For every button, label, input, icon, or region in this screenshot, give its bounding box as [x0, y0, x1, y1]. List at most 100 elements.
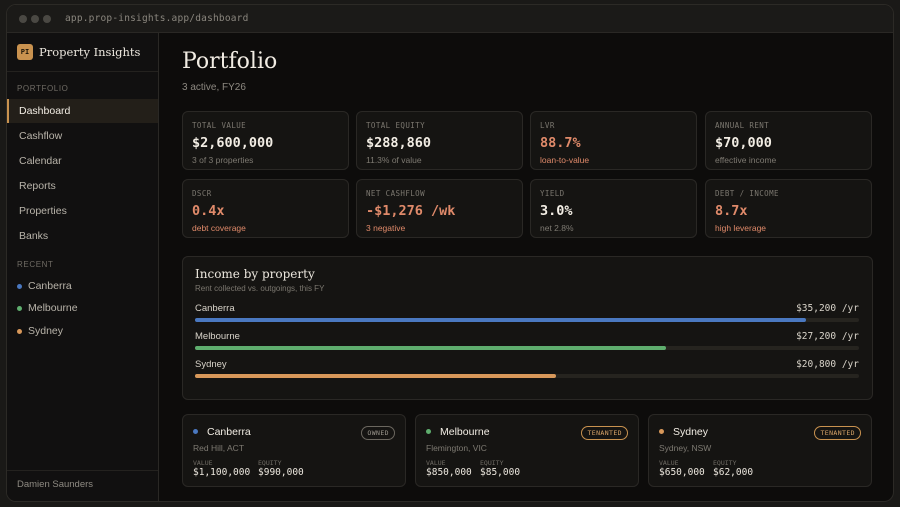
sydney-color-dot	[17, 328, 22, 334]
income-row-name: Canberra	[195, 303, 235, 314]
property-card-melbourne[interactable]: Melbourne TENANTED Flemington, VIC VALUE…	[415, 414, 639, 487]
recent-item-label: Melbourne	[28, 302, 78, 314]
stat-note: 11.3% of value	[366, 155, 422, 165]
property-equity: $62,000	[713, 467, 754, 478]
stat-value: $70,000	[715, 135, 772, 151]
stat-label: DEBT / INCOME	[715, 189, 779, 198]
property-value: $1,100,000	[193, 467, 251, 478]
sidebar-item-reports[interactable]: Reports	[19, 180, 56, 192]
equity-label: EQUITY	[480, 459, 504, 467]
recent-item-melbourne[interactable]: Melbourne	[17, 300, 78, 316]
brand[interactable]: PI Property Insights	[17, 43, 140, 61]
stat-value: $2,600,000	[192, 135, 274, 151]
property-color-dot	[426, 429, 431, 434]
stat-card-net-cashflow: NET CASHFLOW -$1,276 /wk 3 negative	[356, 179, 523, 238]
melbourne-color-dot	[17, 305, 22, 311]
income-row-amount: $20,800 /yr	[796, 359, 859, 370]
value-label: VALUE	[659, 459, 679, 467]
stat-note: debt coverage	[192, 223, 246, 233]
window-close-dot[interactable]	[19, 15, 27, 23]
user-name[interactable]: Damien Saunders	[17, 479, 94, 490]
stat-card-debt-income: DEBT / INCOME 8.7x high leverage	[705, 179, 872, 238]
income-row-canberra: Canberra $35,200 /yr	[195, 303, 859, 327]
recent-item-canberra[interactable]: Canberra	[17, 278, 72, 294]
stat-value: -$1,276 /wk	[366, 203, 456, 219]
equity-label: EQUITY	[713, 459, 737, 467]
sidebar-item-calendar[interactable]: Calendar	[19, 155, 62, 167]
stat-card-total-value: TOTAL VALUE $2,600,000 3 of 3 properties	[182, 111, 349, 170]
recent-item-label: Sydney	[28, 325, 64, 337]
property-name: Canberra	[207, 426, 251, 438]
property-color-dot	[193, 429, 198, 434]
status-badge: TENANTED	[581, 426, 628, 440]
recent-item-sydney[interactable]: Sydney	[17, 323, 63, 339]
stat-label: ANNUAL RENT	[715, 121, 770, 130]
income-by-property-panel: Income by property Rent collected vs. ou…	[182, 256, 873, 400]
income-bar-track	[195, 346, 859, 350]
sidebar-item-dashboard[interactable]: Dashboard	[7, 99, 158, 123]
sidebar-item-properties[interactable]: Properties	[19, 205, 67, 217]
stat-note: loan-to-value	[540, 155, 590, 165]
value-label: VALUE	[426, 459, 446, 467]
income-panel-title: Income by property	[195, 267, 315, 281]
stat-card-lvr: LVR 88.7% loan-to-value	[530, 111, 697, 170]
sidebar: PI Property Insights PORTFOLIO Dashboard…	[7, 33, 159, 501]
brand-logo-icon: PI	[17, 44, 33, 60]
stat-value: 8.7x	[715, 203, 748, 219]
browser-titlebar: app.prop-insights.app/dashboard	[7, 5, 893, 33]
income-bar-fill	[195, 346, 667, 350]
stat-value: 88.7%	[540, 135, 581, 151]
stat-label: DSCR	[192, 189, 212, 198]
stat-value: 3.0%	[540, 203, 573, 219]
brand-name: Property Insights	[39, 45, 141, 59]
income-row-sydney: Sydney $20,800 /yr	[195, 359, 859, 383]
recent-item-label: Canberra	[28, 280, 72, 292]
stat-label: LVR	[540, 121, 555, 130]
stat-note: high leverage	[715, 223, 767, 233]
property-location: Flemington, VIC	[426, 443, 487, 453]
stat-note: 3 of 3 properties	[192, 155, 254, 165]
stat-card-dscr: DSCR 0.4x debt coverage	[182, 179, 349, 238]
property-card-canberra[interactable]: Canberra OWNED Red Hill, ACT VALUE EQUIT…	[182, 414, 406, 487]
stat-card-total-equity: TOTAL EQUITY $288,860 11.3% of value	[356, 111, 523, 170]
income-panel-subtitle: Rent collected vs. outgoings, this FY	[195, 284, 325, 293]
sidebar-item-banks[interactable]: Banks	[19, 230, 49, 242]
stat-label: TOTAL VALUE	[192, 121, 247, 130]
property-value: $850,000	[426, 467, 472, 478]
sidebar-recent-label: RECENT	[17, 260, 54, 269]
property-location: Sydney, NSW	[659, 443, 712, 453]
property-card-sydney[interactable]: Sydney TENANTED Sydney, NSW VALUE EQUITY…	[648, 414, 872, 487]
property-equity: $990,000	[258, 467, 304, 478]
income-row-name: Melbourne	[195, 331, 240, 342]
income-bar-track	[195, 318, 859, 322]
sidebar-divider	[7, 71, 158, 72]
property-name: Sydney	[673, 426, 709, 438]
income-row-melbourne: Melbourne $27,200 /yr	[195, 331, 859, 355]
address-bar-url[interactable]: app.prop-insights.app/dashboard	[65, 13, 249, 24]
stat-card-annual-rent: ANNUAL RENT $70,000 effective income	[705, 111, 872, 170]
stat-label: NET CASHFLOW	[366, 189, 425, 198]
main-content: Portfolio 3 active, FY26 TOTAL VALUE $2,…	[160, 33, 893, 501]
window-minimize-dot[interactable]	[31, 15, 39, 23]
stat-label: YIELD	[540, 189, 565, 198]
sidebar-section-label: PORTFOLIO	[17, 84, 69, 93]
equity-label: EQUITY	[258, 459, 282, 467]
property-value: $650,000	[659, 467, 705, 478]
page-title: Portfolio	[182, 49, 278, 74]
income-bar-fill	[195, 374, 556, 378]
property-equity: $85,000	[480, 467, 521, 478]
sidebar-item-cashflow[interactable]: Cashflow	[19, 130, 63, 142]
app-window: app.prop-insights.app/dashboard PI Prope…	[6, 4, 894, 502]
income-bar-track	[195, 374, 859, 378]
window-maximize-dot[interactable]	[43, 15, 51, 23]
stat-value: 0.4x	[192, 203, 225, 219]
income-row-amount: $27,200 /yr	[796, 331, 859, 342]
income-row-amount: $35,200 /yr	[796, 303, 859, 314]
stat-note: net 2.8%	[540, 223, 574, 233]
property-color-dot	[659, 429, 664, 434]
status-badge: TENANTED	[814, 426, 861, 440]
stat-label: TOTAL EQUITY	[366, 121, 425, 130]
value-label: VALUE	[193, 459, 213, 467]
canberra-color-dot	[17, 283, 22, 289]
property-name: Melbourne	[440, 426, 490, 438]
